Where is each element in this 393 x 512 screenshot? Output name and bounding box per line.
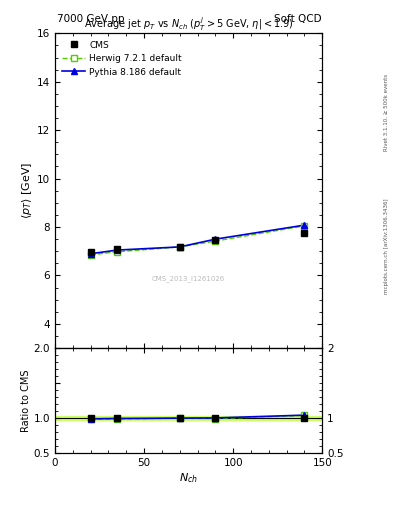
Y-axis label: Ratio to CMS: Ratio to CMS (21, 369, 31, 432)
Title: Average jet $p_T$ vs $N_{ch}$ ($p_T^j$$>$5 GeV, $\eta|$$<$1.9): Average jet $p_T$ vs $N_{ch}$ ($p_T^j$$>… (84, 15, 294, 33)
X-axis label: $N_{ch}$: $N_{ch}$ (179, 471, 198, 484)
Legend: CMS, Herwig 7.2.1 default, Pythia 8.186 default: CMS, Herwig 7.2.1 default, Pythia 8.186 … (59, 38, 185, 79)
Y-axis label: $\langle p_T \rangle$ [GeV]: $\langle p_T \rangle$ [GeV] (20, 162, 34, 219)
Bar (55, 416, 322, 420)
Text: Rivet 3.1.10, ≥ 500k events: Rivet 3.1.10, ≥ 500k events (384, 74, 389, 151)
Text: 7000 GeV pp: 7000 GeV pp (57, 14, 125, 24)
Text: CMS_2013_I1261026: CMS_2013_I1261026 (152, 275, 225, 282)
Text: Soft QCD: Soft QCD (274, 14, 321, 24)
Text: mcplots.cern.ch [arXiv:1306.3436]: mcplots.cern.ch [arXiv:1306.3436] (384, 198, 389, 293)
